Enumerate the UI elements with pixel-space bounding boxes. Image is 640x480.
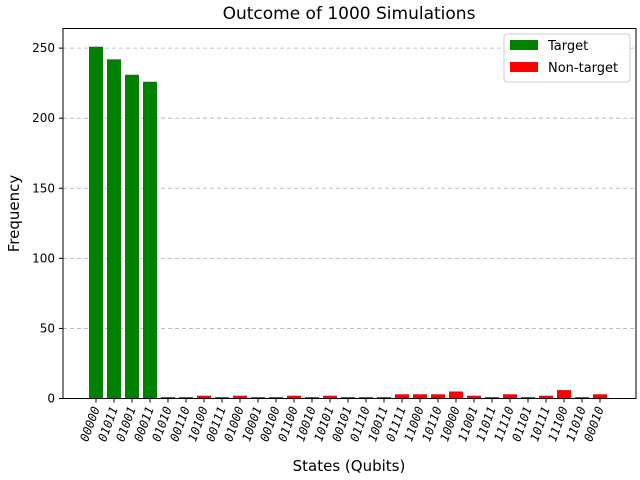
x-axis-ticks: 0000001011010010001101010001101010000111…: [77, 398, 607, 443]
bar-non-target-00101: [341, 397, 355, 399]
bar-non-target-10001: [251, 397, 265, 399]
legend-label-non-target: Non-target: [548, 61, 618, 76]
bar-non-target-11000: [413, 394, 427, 399]
y-tick-label: 100: [32, 251, 55, 265]
y-tick-label: 150: [32, 181, 55, 195]
bar-non-target-10000: [449, 391, 463, 399]
bar-non-target-01000: [233, 395, 247, 399]
y-tick-label: 250: [32, 41, 55, 55]
bar-non-target-11001: [467, 395, 481, 399]
bar-non-target-11100: [557, 390, 571, 399]
bar-non-target-11110: [503, 394, 517, 399]
bar-non-target-01100: [287, 395, 301, 399]
bar-non-target-10100: [197, 395, 211, 399]
bar-non-target-00111: [215, 397, 229, 399]
bar-non-target-01101: [521, 397, 535, 399]
bar-non-target-10110: [431, 394, 445, 399]
bar-non-target-01111: [395, 394, 409, 399]
x-axis-label: States (Qubits): [293, 457, 406, 475]
y-tick-label: 0: [47, 392, 55, 406]
chart-title: Outcome of 1000 Simulations: [223, 4, 476, 24]
bar-non-target-00110: [179, 397, 193, 399]
y-axis-label: Frequency: [5, 175, 23, 253]
bar-non-target-00010: [593, 394, 607, 399]
bar-non-target-00100: [269, 397, 283, 399]
bar-non-target-11011: [485, 397, 499, 399]
bars: [89, 46, 607, 399]
bar-target-00011: [143, 81, 157, 399]
y-tick-label: 50: [40, 321, 55, 335]
bar-non-target-10010: [305, 397, 319, 399]
legend-label-target: Target: [547, 39, 588, 54]
y-tick-label: 200: [32, 111, 55, 125]
legend: Target Non-target: [503, 33, 631, 83]
bar-non-target-01110: [359, 397, 373, 399]
bar-non-target-10011: [377, 397, 391, 399]
bar-non-target-10101: [323, 395, 337, 399]
bar-target-00000: [89, 46, 103, 399]
y-axis-ticks: 0 50 100 150 200 250: [32, 41, 63, 406]
legend-swatch-non-target: [510, 62, 538, 72]
bar-non-target-10111: [539, 395, 553, 399]
bar-non-target-01010: [161, 397, 175, 399]
legend-swatch-target: [510, 40, 538, 50]
bar-non-target-11010: [575, 397, 589, 399]
bar-target-01011: [107, 59, 121, 399]
bar-target-01001: [125, 74, 139, 399]
plot-frame: [62, 28, 637, 399]
